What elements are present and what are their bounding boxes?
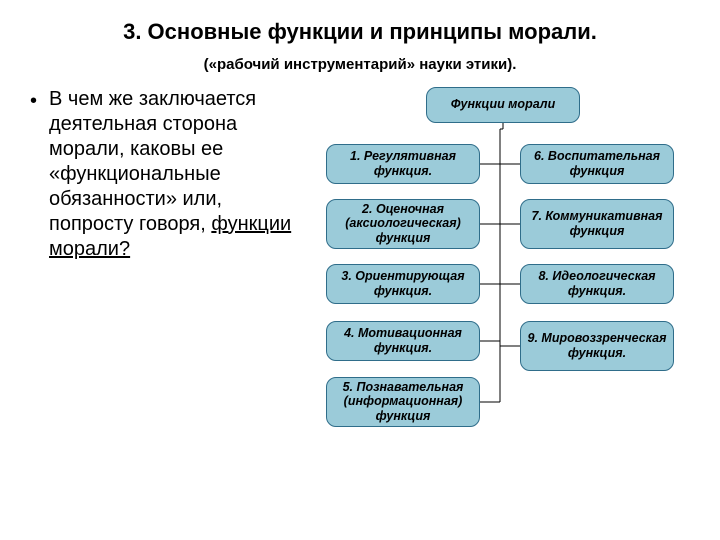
left-node-4: 4. Мотивационная функция. xyxy=(326,321,480,361)
content-area: • В чем же заключается деятельная сторон… xyxy=(30,87,690,507)
bullet-text: В чем же заключается деятельная сторона … xyxy=(49,87,304,262)
right-node-4: 9. Мировоззренческая функция. xyxy=(520,321,674,371)
bullet-column: • В чем же заключается деятельная сторон… xyxy=(30,87,310,507)
left-node-3: 3. Ориентирующая функция. xyxy=(326,264,480,304)
left-node-2: 2. Оценочная (аксиологическая) функция xyxy=(326,199,480,249)
left-node-1: 1. Регулятивная функция. xyxy=(326,144,480,184)
bullet-marker: • xyxy=(30,87,37,113)
bullet-item: • В чем же заключается деятельная сторон… xyxy=(30,87,304,262)
right-node-3: 8. Идеологическая функция. xyxy=(520,264,674,304)
org-chart: Функции морали 1. Регулятивная функция. 2.… xyxy=(320,87,690,507)
root-node: Функции морали xyxy=(426,87,580,123)
right-node-1: 6. Воспитательная функция xyxy=(520,144,674,184)
right-node-2: 7. Коммуникативная функция xyxy=(520,199,674,249)
slide-subtitle: («рабочий инструментарий» науки этики). xyxy=(30,56,690,73)
left-node-5: 5. Познавательная (информационная) функц… xyxy=(326,377,480,427)
slide-title: 3. Основные функции и принципы морали. xyxy=(30,18,690,46)
